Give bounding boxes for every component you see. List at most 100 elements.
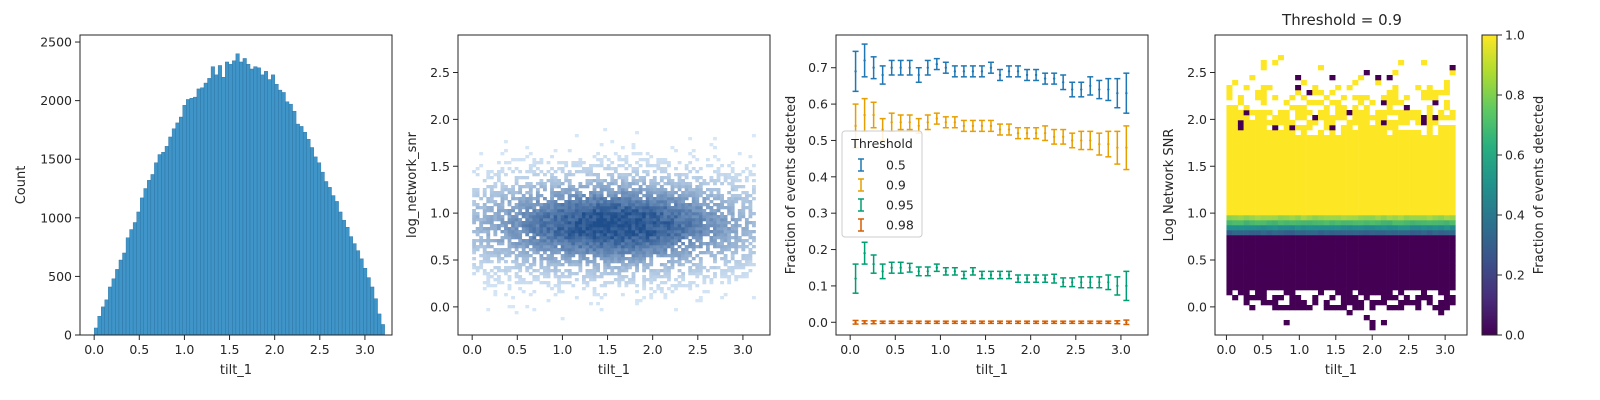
heatmap-cell [1237,125,1244,131]
y-tick-label: 0.5 [1187,253,1207,268]
density-cell [482,203,487,207]
heatmap-cell [1352,215,1359,221]
density-plot-frame [457,34,771,336]
density-cell [631,200,636,204]
density-cell [705,227,710,231]
density-cell [663,263,668,267]
heatmap-cell [1226,160,1233,166]
heatmap-cell [1369,250,1376,256]
density-cell [635,131,639,135]
density-cell [543,206,547,210]
density-cell [578,182,583,186]
density-cell [613,254,618,258]
heatmap-cell [1329,115,1336,121]
heatmap-cell [1323,260,1330,266]
density-cell [550,188,554,192]
heatmap-cell [1323,270,1330,276]
heatmap-cell [1323,180,1330,186]
density-cell [620,146,625,150]
density-cell [638,191,643,195]
heatmap-cell [1386,295,1393,301]
density-cell [649,200,654,204]
heatmap-cell [1249,150,1256,156]
heatmap-cell [1426,190,1433,196]
density-cell [535,251,540,255]
density-cell [709,278,714,282]
density-cell [667,239,671,243]
heatmap-cell [1329,240,1336,246]
density-cell [684,260,689,264]
density-cell [592,248,597,252]
density-cell [674,260,678,264]
density-cell [518,212,523,216]
heatmap-cell [1272,230,1279,236]
density-cell [504,266,508,270]
heatmap-cell [1386,195,1393,201]
heatmap-cell [1232,135,1239,141]
density-cell [677,212,682,216]
density-cell [581,209,586,213]
density-cell [564,227,569,231]
density-cell [631,227,636,231]
heatmap-cell [1340,305,1347,311]
heatmap-cell [1312,250,1319,256]
heatmap-cell [1443,215,1450,221]
density-cell [670,290,675,294]
density-cell [589,209,593,213]
density-cell [642,245,647,249]
density-cell [720,173,724,177]
density-cell [599,251,604,255]
density-cell [670,218,675,222]
density-cell [737,275,742,279]
heatmap-cell [1318,290,1325,296]
data-point [1080,88,1083,91]
heatmap-cell [1226,215,1233,221]
heatmap-cell [1358,250,1365,256]
density-cell [713,260,717,264]
density-cell [539,239,544,243]
density-cell [663,296,668,300]
heatmap-cell [1369,230,1376,236]
density-cell [716,197,721,201]
density-cell [482,281,487,285]
heatmap-cell [1438,265,1445,271]
density-cell [525,227,530,231]
density-cell [482,257,487,261]
heatmap-cell [1232,215,1239,221]
density-cell [684,248,689,252]
histogram-bar [334,201,339,336]
heatmap-cell [1243,145,1250,151]
density-cell [656,158,661,162]
heatmap-cell [1335,165,1342,171]
heatmap-cell [1340,185,1347,191]
heatmap-cell [1266,205,1273,211]
heatmap-cell [1443,305,1450,311]
fraction-ticks: 0.0 0.5 1.0 1.5 2.0 2.5 3.00.00.10.20.30.40.50… [808,60,1131,357]
density-cell [709,221,714,225]
density-cell [525,281,530,285]
heatmap-cell [1266,285,1273,291]
heatmap-cell [1272,260,1279,266]
density-cell [514,158,519,162]
density-cell [532,224,537,228]
density-cell [557,215,562,219]
heatmap-cell [1306,125,1313,131]
density-cell [564,209,569,213]
density-cell [730,182,735,186]
data-point [908,121,911,124]
heatmap-cell [1438,310,1445,316]
heatmap-cell [1421,195,1428,201]
density-cell [642,254,647,258]
heatmap-cell [1237,250,1244,256]
density-cell [581,248,586,252]
heatmap-cell [1335,285,1342,291]
heatmap-cell [1398,225,1405,231]
heatmap-cell [1255,230,1262,236]
density-cell [489,194,494,198]
heatmap-cell [1375,180,1382,186]
heatmap-cell [1340,270,1347,276]
density-cell [635,233,639,237]
heatmap-cell [1237,210,1244,216]
density-cell [702,218,707,222]
density-cell [546,263,551,267]
